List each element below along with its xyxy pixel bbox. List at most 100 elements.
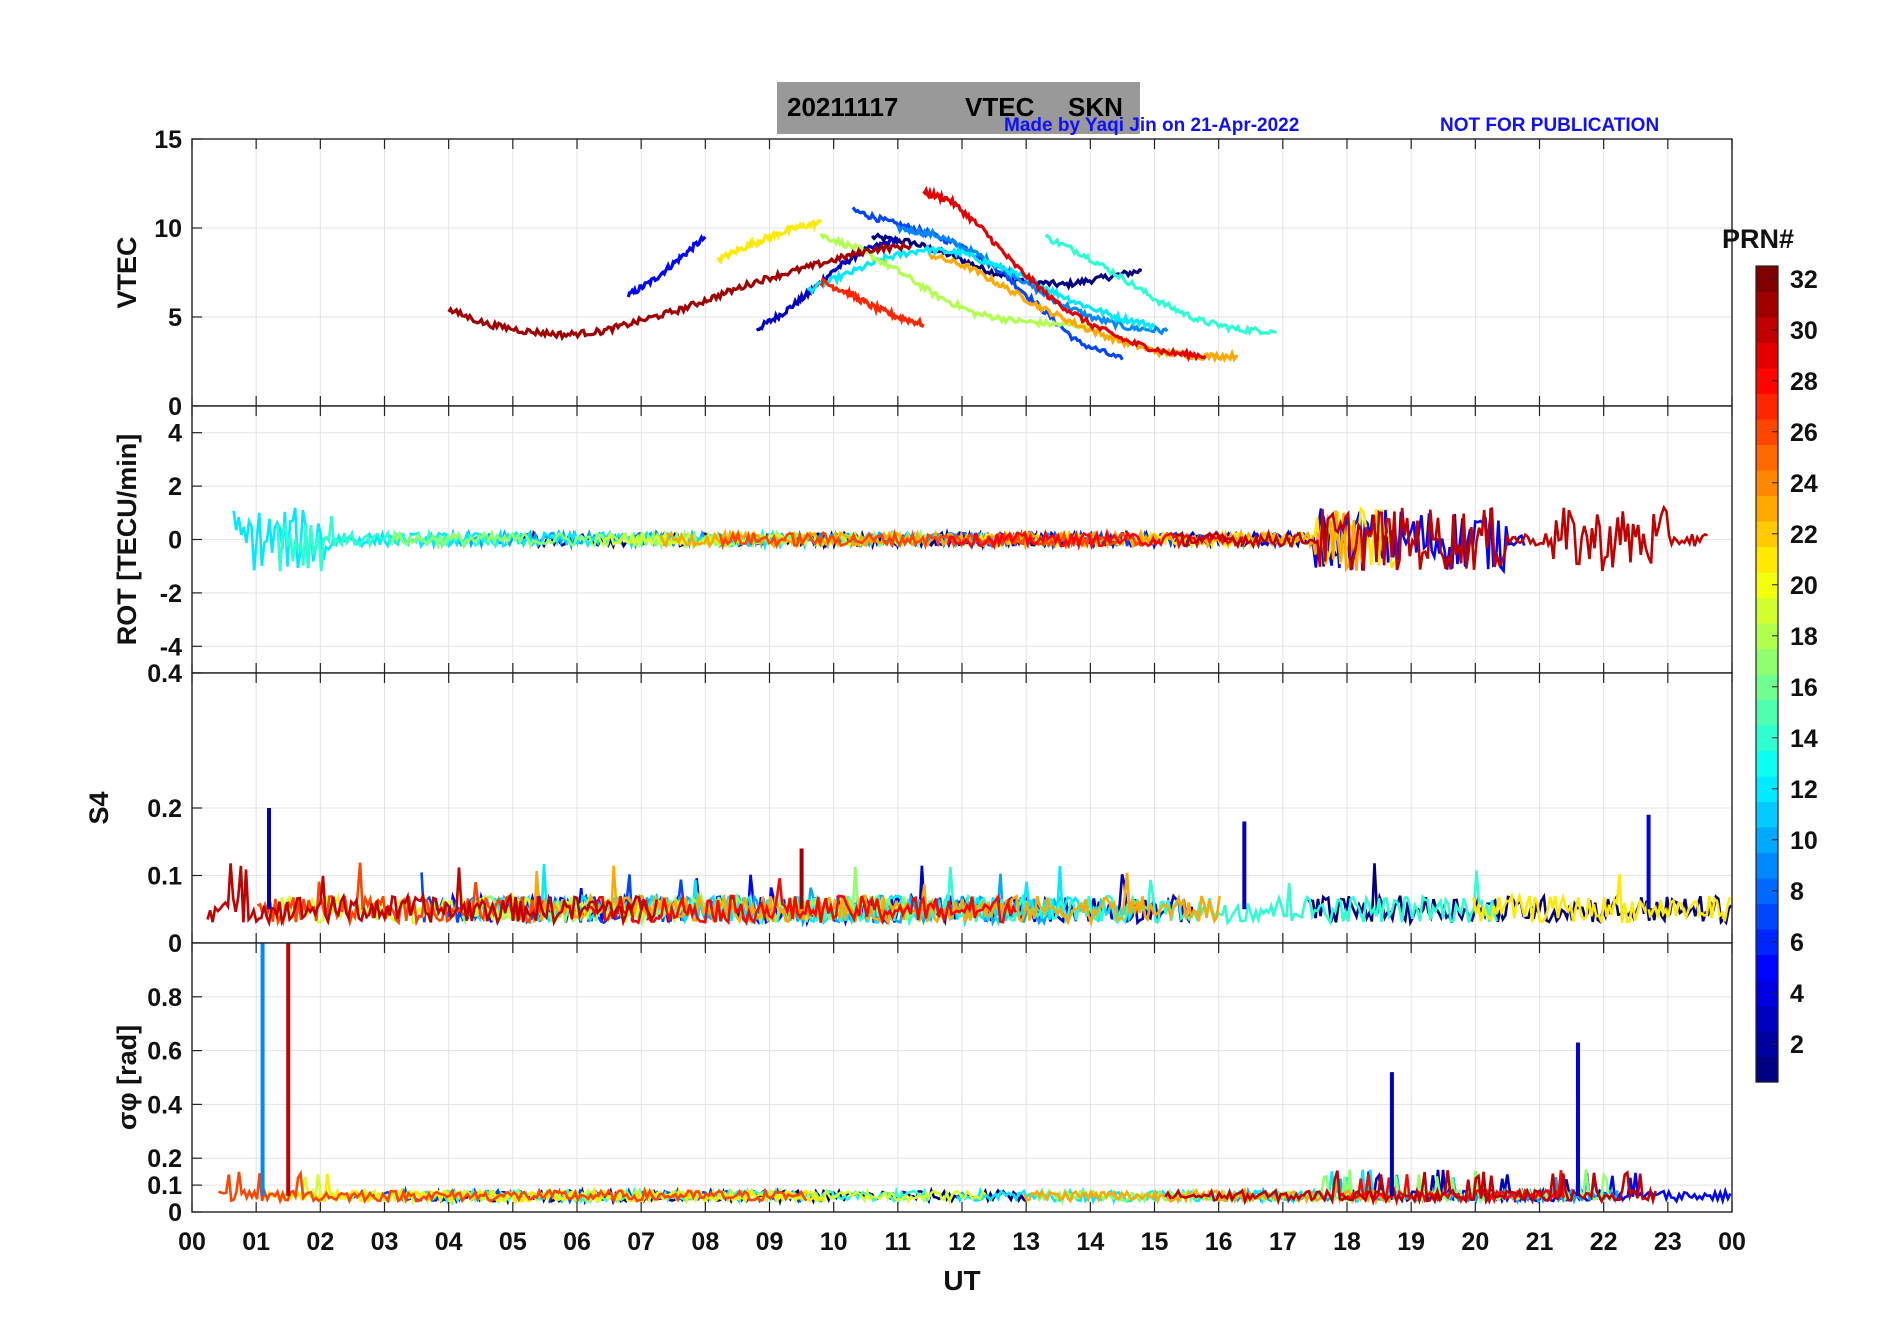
sigphi-trace (267, 1173, 826, 1206)
title-product: VTEC (965, 92, 1035, 122)
y-axis-label: σφ [rad] (112, 1025, 142, 1130)
colorbar-tick-label: 6 (1790, 929, 1804, 957)
y-tick-label: 0 (168, 1199, 182, 1227)
y-tick-label: 0.6 (147, 1038, 182, 1066)
panel-sigphi: 00.10.2 0.4 0.6 0.8σφ [rad] (112, 942, 1733, 1227)
y-tick-label: 4 (168, 420, 182, 448)
colorbar-cell (1756, 674, 1778, 701)
colorbar-cell (1756, 368, 1778, 395)
credit-text: Made by Yaqi Jin on 21-Apr-2022 (1004, 115, 1300, 136)
colorbar-cell (1756, 291, 1778, 318)
title-box (777, 82, 1140, 134)
colorbar-title: PRN# (1722, 224, 1794, 254)
x-tick-label: 14 (1076, 1228, 1104, 1256)
y-tick-label: 0 (168, 393, 182, 421)
panel-rot: -4 -2 0 2 4 ROT [TECU/min] (112, 405, 1733, 674)
x-tick-label: 22 (1590, 1228, 1618, 1256)
s4-trace (206, 863, 658, 928)
vtec-trace-prn5 (626, 234, 707, 298)
colorbar-cell (1756, 597, 1778, 624)
vtec-trace-prn31 (447, 240, 912, 342)
s4-trace (1471, 874, 1732, 924)
vtec-trace-prn9 (896, 224, 1169, 336)
y-tick-label: 15 (154, 126, 182, 154)
y-tick-label: 0.4 (147, 1091, 182, 1119)
colorbar-tick-label: 28 (1790, 368, 1818, 396)
vtec-trace-prn14 (1044, 233, 1278, 336)
x-tick-label: 02 (306, 1228, 334, 1256)
vtec-trace-prn29 (922, 185, 1207, 363)
x-tick-label: 06 (563, 1228, 591, 1256)
colorbar-cell (1756, 572, 1778, 599)
x-tick-label: 00 (1718, 1228, 1746, 1256)
panel-vtec: 0 5 10 15 VTEC (112, 126, 1733, 421)
x-tick-label: 00 (178, 1228, 206, 1256)
rot-trace (232, 507, 792, 571)
x-tick-label: 13 (1012, 1228, 1040, 1256)
colorbar-cell (1756, 393, 1778, 420)
colorbar-cell (1756, 521, 1778, 548)
vtec-trace-prn12 (806, 243, 1156, 332)
colorbar-cell (1756, 470, 1778, 497)
panel-traces (206, 808, 1732, 928)
colorbar-tick-label: 30 (1790, 317, 1818, 345)
colorbar-tick-label: 8 (1790, 878, 1804, 906)
y-tick-label: 0.1 (147, 1172, 182, 1200)
colorbar-cell (1756, 827, 1778, 854)
y-tick-label: 0 (168, 527, 182, 555)
x-tick-label: 03 (371, 1228, 399, 1256)
colorbar-tick-label: 4 (1790, 980, 1804, 1008)
colorbar-cell (1756, 852, 1778, 879)
sigphi-trace (218, 1169, 808, 1205)
colorbar-cell (1756, 648, 1778, 675)
y-tick-label: 0 (168, 930, 182, 958)
x-tick-label: 08 (691, 1228, 719, 1256)
x-tick-label: 16 (1205, 1228, 1233, 1256)
rot-trace (946, 528, 1244, 551)
colorbar-tick-label: 18 (1790, 623, 1818, 651)
title-station: SKN (1068, 92, 1123, 122)
vtec-trace-prn27 (819, 277, 925, 328)
y-tick-label: 2 (168, 473, 182, 501)
y-tick-label: -2 (160, 580, 182, 608)
x-tick-label: 07 (627, 1228, 655, 1256)
sigphi-trace (293, 1174, 987, 1206)
x-tick-label: 09 (756, 1228, 784, 1256)
s4-trace (586, 878, 1017, 926)
x-tick-label: 11 (885, 1228, 912, 1256)
colorbar-cell (1756, 878, 1778, 905)
y-tick-label: 0.8 (147, 984, 182, 1012)
colorbar-tick-label: 22 (1790, 521, 1818, 549)
colorbar-tick-label: 2 (1790, 1031, 1804, 1059)
colorbar-frame (1755, 265, 1779, 1083)
colorbar-tick-label: 10 (1790, 827, 1818, 855)
vtec-trace-prn23 (928, 253, 1238, 364)
y-tick-label: 0.4 (147, 660, 182, 688)
y-tick-label: 0.1 (147, 863, 182, 891)
colorbar-tick-label: 12 (1790, 776, 1818, 804)
colorbar-cell (1756, 623, 1778, 650)
x-tick-label: 21 (1526, 1228, 1554, 1256)
colorbar-cell (1756, 725, 1778, 752)
x-tick-label: 05 (499, 1228, 527, 1256)
panel-s4: 0 0.1 0.2 0.4 S4 (84, 660, 1733, 958)
colorbar-tick-label: 20 (1790, 572, 1818, 600)
x-tick-label: 19 (1397, 1228, 1425, 1256)
colorbar-tick-label: 16 (1790, 674, 1818, 702)
y-axis-label: VTEC (112, 236, 142, 308)
colorbar-tick-label: 26 (1790, 419, 1818, 447)
colorbar-tick-label: 32 (1790, 266, 1818, 294)
x-tick-label: 01 (242, 1228, 270, 1256)
x-tick-label: 20 (1461, 1228, 1489, 1256)
rot-trace (1175, 504, 1708, 572)
panel-traces (232, 504, 1708, 575)
x-axis-label: UT (943, 1265, 980, 1296)
colorbar-cell (1756, 929, 1778, 956)
title-date: 20211117 (787, 92, 899, 122)
panel-traces (218, 943, 1732, 1207)
colorbar-tick-label: 14 (1790, 725, 1818, 753)
notice-text: NOT FOR PUBLICATION (1440, 115, 1660, 136)
x-tick-label: 18 (1333, 1228, 1361, 1256)
colorbar-cell (1756, 776, 1778, 803)
